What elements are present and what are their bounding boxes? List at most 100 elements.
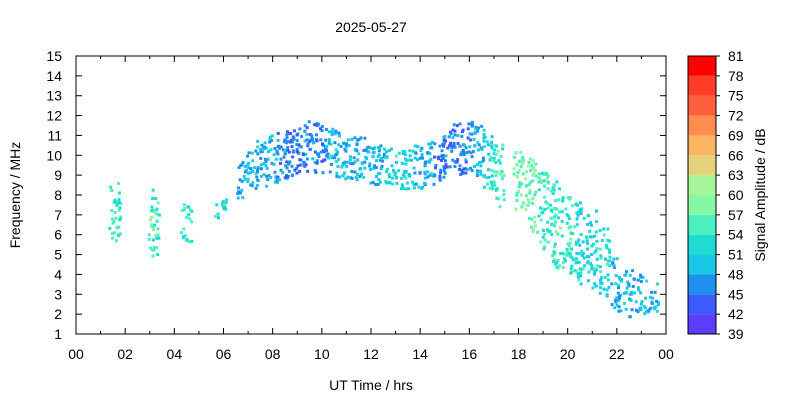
data-point — [368, 146, 372, 150]
data-point — [109, 185, 113, 189]
data-point — [475, 174, 479, 178]
data-point — [255, 175, 259, 179]
data-point — [546, 174, 550, 178]
data-point — [477, 143, 481, 147]
data-point — [600, 238, 604, 242]
data-point — [556, 258, 560, 262]
data-point — [451, 128, 455, 132]
data-point — [407, 158, 411, 162]
data-point — [473, 131, 477, 135]
data-point — [654, 305, 658, 309]
data-point — [259, 156, 263, 160]
data-point — [261, 150, 265, 154]
data-point — [185, 215, 189, 219]
data-point — [447, 144, 451, 148]
data-point — [350, 137, 354, 141]
data-point — [628, 273, 632, 277]
data-point — [254, 186, 258, 190]
data-point — [585, 241, 589, 245]
data-point — [537, 214, 541, 218]
data-point — [468, 132, 472, 136]
data-point — [287, 169, 291, 173]
data-point — [331, 127, 335, 131]
data-point — [493, 148, 497, 152]
data-point — [641, 275, 645, 279]
data-point — [151, 254, 155, 258]
data-point — [350, 170, 354, 174]
data-point — [368, 162, 372, 166]
data-point — [320, 159, 324, 163]
data-point — [490, 187, 494, 191]
x-tick-label: 12 — [363, 346, 379, 362]
data-point — [348, 155, 352, 159]
data-point — [591, 242, 595, 246]
data-point — [362, 148, 366, 152]
data-point — [305, 138, 309, 142]
data-point — [157, 236, 161, 240]
data-point — [591, 286, 595, 290]
data-point — [291, 155, 295, 159]
data-point — [530, 217, 534, 221]
data-point — [428, 173, 432, 177]
data-point — [482, 139, 486, 143]
data-point — [241, 196, 245, 200]
data-point — [441, 142, 445, 146]
data-point — [527, 183, 531, 187]
data-point — [549, 203, 553, 207]
data-point — [371, 147, 375, 151]
data-point — [583, 264, 587, 268]
y-tick-label: 6 — [54, 227, 62, 243]
data-point — [377, 153, 381, 157]
data-point — [578, 243, 582, 247]
data-point — [527, 200, 531, 204]
data-point — [251, 181, 255, 185]
data-point — [557, 187, 561, 191]
data-point — [490, 135, 494, 139]
data-point — [585, 254, 589, 258]
data-point — [376, 182, 380, 186]
data-point — [334, 129, 338, 133]
data-point — [286, 146, 290, 150]
colorbar-tick-label: 63 — [728, 167, 744, 183]
data-point — [498, 161, 502, 165]
data-point — [221, 200, 225, 204]
data-point — [306, 169, 310, 173]
data-point — [275, 179, 279, 183]
data-point — [549, 216, 553, 220]
data-point — [450, 149, 454, 153]
data-point — [251, 159, 255, 163]
colorbar-tick-label: 42 — [728, 306, 744, 322]
data-point — [346, 176, 350, 180]
data-point — [648, 306, 652, 310]
colorbar-tick-label: 48 — [728, 266, 744, 282]
data-point — [430, 146, 434, 150]
data-point — [615, 296, 619, 300]
data-point — [414, 182, 418, 186]
data-point — [501, 143, 505, 147]
data-point — [500, 174, 504, 178]
data-point — [603, 275, 607, 279]
data-point — [156, 233, 160, 237]
data-point — [392, 170, 396, 174]
data-point — [560, 210, 564, 214]
data-point — [269, 175, 273, 179]
data-point — [444, 139, 448, 143]
data-point — [249, 167, 253, 171]
y-tick-label: 15 — [46, 48, 62, 64]
data-point — [498, 205, 502, 209]
data-point — [599, 282, 603, 286]
data-point — [274, 157, 278, 161]
data-point — [118, 217, 122, 221]
data-point — [266, 157, 270, 161]
data-point — [262, 145, 266, 149]
data-point — [444, 154, 448, 158]
data-point — [246, 177, 250, 181]
data-point — [604, 243, 608, 247]
data-point — [502, 198, 506, 202]
data-point — [540, 171, 544, 175]
data-point — [270, 161, 274, 165]
data-point — [476, 129, 480, 133]
data-point — [650, 302, 654, 306]
data-point — [256, 139, 260, 143]
data-point — [634, 308, 638, 312]
